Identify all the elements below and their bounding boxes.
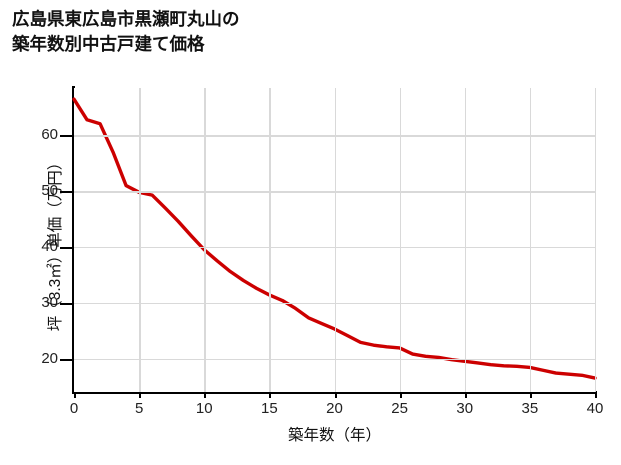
x-tick-label: 35 <box>521 400 539 417</box>
gridline-vertical <box>464 88 467 392</box>
x-tick-label: 15 <box>261 400 278 417</box>
x-tick-label: 30 <box>456 400 474 417</box>
gridline-vertical <box>529 88 532 392</box>
y-axis-tick <box>60 358 72 361</box>
x-axis-tick <box>74 392 76 398</box>
x-tick-label: 10 <box>195 400 213 417</box>
gridline-vertical <box>139 88 141 392</box>
x-axis-tick <box>595 392 597 398</box>
y-tick-label: 50 <box>41 182 58 200</box>
x-axis-tick <box>529 392 532 398</box>
y-tick-label: 30 <box>41 293 58 311</box>
y-tick-label: 60 <box>41 126 58 144</box>
x-axis-tick <box>399 392 402 398</box>
gridline-vertical <box>204 88 206 392</box>
plot-area <box>72 88 597 392</box>
y-axis-tick <box>60 135 72 138</box>
x-axis-tick <box>334 392 337 398</box>
y-axis-spine <box>72 86 75 394</box>
x-tick-label: 20 <box>326 400 343 417</box>
y-tick-labels: 20 30 40 50 60 <box>10 0 58 465</box>
x-tick-label: 25 <box>391 400 408 417</box>
x-tick-label: 5 <box>134 400 144 417</box>
x-axis-tick <box>204 392 207 398</box>
x-axis-tick <box>269 392 272 398</box>
x-axis-tick <box>464 392 467 398</box>
y-axis-tick <box>60 246 72 249</box>
x-axis-title: 築年数（年） <box>287 427 381 444</box>
y-axis-tick <box>60 191 72 194</box>
y-tick-label: 40 <box>41 237 58 255</box>
y-axis-tick <box>60 302 72 305</box>
y-tick-label: 20 <box>41 349 58 367</box>
gridline-vertical <box>595 88 597 392</box>
gridline-vertical <box>269 88 271 392</box>
gridline-vertical <box>399 88 402 392</box>
x-axis-tick <box>139 392 142 398</box>
x-tick-label: 40 <box>586 400 604 417</box>
gridline-vertical <box>334 88 336 392</box>
x-tick-label: 0 <box>69 400 79 417</box>
y-axis-title: 坪（3.3㎡）単価（万円） <box>47 154 64 332</box>
page-title: 広島県東広島市黒瀬町丸山の 築年数別中古戸建て価格 <box>12 9 240 54</box>
